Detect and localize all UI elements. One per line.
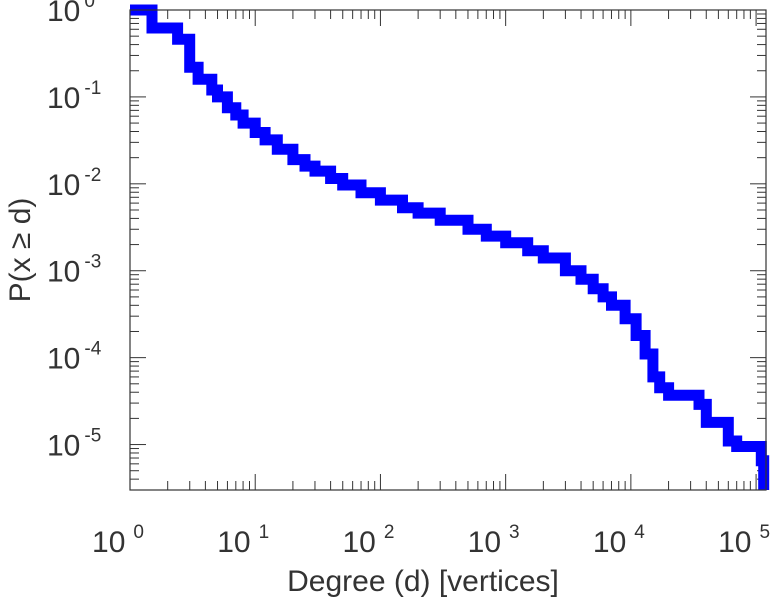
y-tick-label-base: 10 <box>47 343 80 376</box>
x-tick-label-exp: 0 <box>133 522 144 543</box>
y-tick-label-exp: -1 <box>84 78 101 99</box>
series-layer <box>130 4 770 490</box>
x-tick-label: 10 4 <box>593 522 645 559</box>
x-tick-label-base: 10 <box>718 526 751 559</box>
y-tick-label-exp: -2 <box>84 165 101 186</box>
x-tick-label-base: 10 <box>217 526 250 559</box>
y-tick-label-base: 10 <box>47 256 80 289</box>
y-tick-label-base: 10 <box>47 82 80 115</box>
x-tick-label-base: 10 <box>342 526 375 559</box>
x-tick-label-exp: 5 <box>759 522 770 543</box>
y-tick-label: 10 -3 <box>47 252 101 289</box>
x-tick-label-exp: 1 <box>259 522 270 543</box>
y-tick-label: 10 0 <box>47 0 95 28</box>
x-tick-label-base: 10 <box>92 526 125 559</box>
x-tick-label: 10 5 <box>718 522 770 559</box>
x-tick-label-base: 10 <box>468 526 501 559</box>
x-tick-label: 10 2 <box>342 522 394 559</box>
y-tick-label: 10 -4 <box>47 339 102 376</box>
y-tick-label-base: 10 <box>47 0 80 28</box>
x-tick-label: 10 0 <box>92 522 144 559</box>
y-tick-label-exp: -3 <box>84 252 101 273</box>
x-tick-label-exp: 4 <box>634 522 645 543</box>
y-tick-label: 10 -1 <box>47 78 101 115</box>
plot-frame <box>129 9 767 491</box>
x-tick-label-exp: 3 <box>509 522 520 543</box>
x-axis-title: Degree (d) [vertices] <box>287 565 559 598</box>
labels-layer: 10 0 10 1 10 2 10 3 10 4 10 510 010 -110 -210 -310 -410-… <box>47 0 770 559</box>
x-tick-label: 10 1 <box>217 522 269 559</box>
y-tick-label-base: 10 <box>47 169 80 202</box>
y-tick-label: 10 -5 <box>47 426 101 463</box>
x-tick-label-base: 10 <box>593 526 626 559</box>
series-line <box>130 4 770 490</box>
y-tick-label: 10 -2 <box>47 165 101 202</box>
ticks-layer <box>129 9 766 491</box>
y-tick-label-exp: 0 <box>84 0 95 12</box>
x-tick-label-exp: 2 <box>384 522 395 543</box>
x-tick-label: 10 3 <box>468 522 520 559</box>
y-tick-label-exp: -5 <box>84 426 101 447</box>
y-tick-label-base: 10 <box>47 430 80 463</box>
y-tick-label-exp: -4 <box>84 339 101 360</box>
y-axis-title: P(x ≥ d) <box>4 198 37 303</box>
